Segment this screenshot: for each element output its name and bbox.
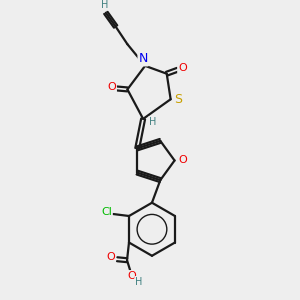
Text: O: O — [178, 155, 187, 166]
Text: O: O — [107, 82, 116, 92]
Text: O: O — [178, 63, 187, 73]
Text: Cl: Cl — [101, 207, 112, 217]
Text: H: H — [149, 117, 157, 127]
Text: S: S — [175, 93, 182, 106]
Text: O: O — [128, 271, 136, 281]
Text: H: H — [135, 277, 142, 287]
Text: O: O — [106, 252, 115, 262]
Text: H: H — [101, 0, 109, 10]
Text: N: N — [138, 52, 148, 65]
